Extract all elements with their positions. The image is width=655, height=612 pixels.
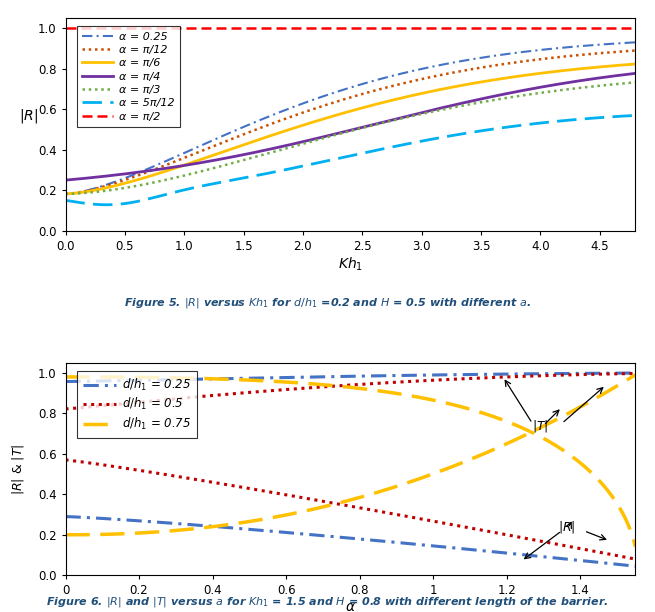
Legend: $d/h_1$ = 0.25, $d/h_1$ = 0.5, $d/h_1$ = 0.75: $d/h_1$ = 0.25, $d/h_1$ = 0.5, $d/h_1$ =…	[77, 371, 197, 438]
Text: Figure 5. $|R|$ versus $Kh_1$ for $d/h_1$ =0.2 and $H$ = 0.5 with different $a$.: Figure 5. $|R|$ versus $Kh_1$ for $d/h_1…	[124, 296, 531, 310]
Legend: α = 0.25, α = π/12, α = π/6, α = π/4, α = π/3, α = 5π/12, α = π/2: α = 0.25, α = π/12, α = π/6, α = π/4, α …	[77, 26, 180, 127]
Text: $|R|$: $|R|$	[558, 519, 576, 536]
Text: Figure 6. $|R|$ and $|T|$ versus $a$ for $Kh_1$ = 1.5 and $H$ = 0.8 with differe: Figure 6. $|R|$ and $|T|$ versus $a$ for…	[47, 594, 608, 608]
X-axis label: α: α	[346, 600, 355, 612]
Y-axis label: $|R|$: $|R|$	[19, 106, 38, 125]
Y-axis label: $|R|$ & $|T|$: $|R|$ & $|T|$	[10, 443, 26, 494]
Text: $|T|$: $|T|$	[533, 418, 549, 434]
X-axis label: $Kh_1$: $Kh_1$	[338, 256, 363, 273]
